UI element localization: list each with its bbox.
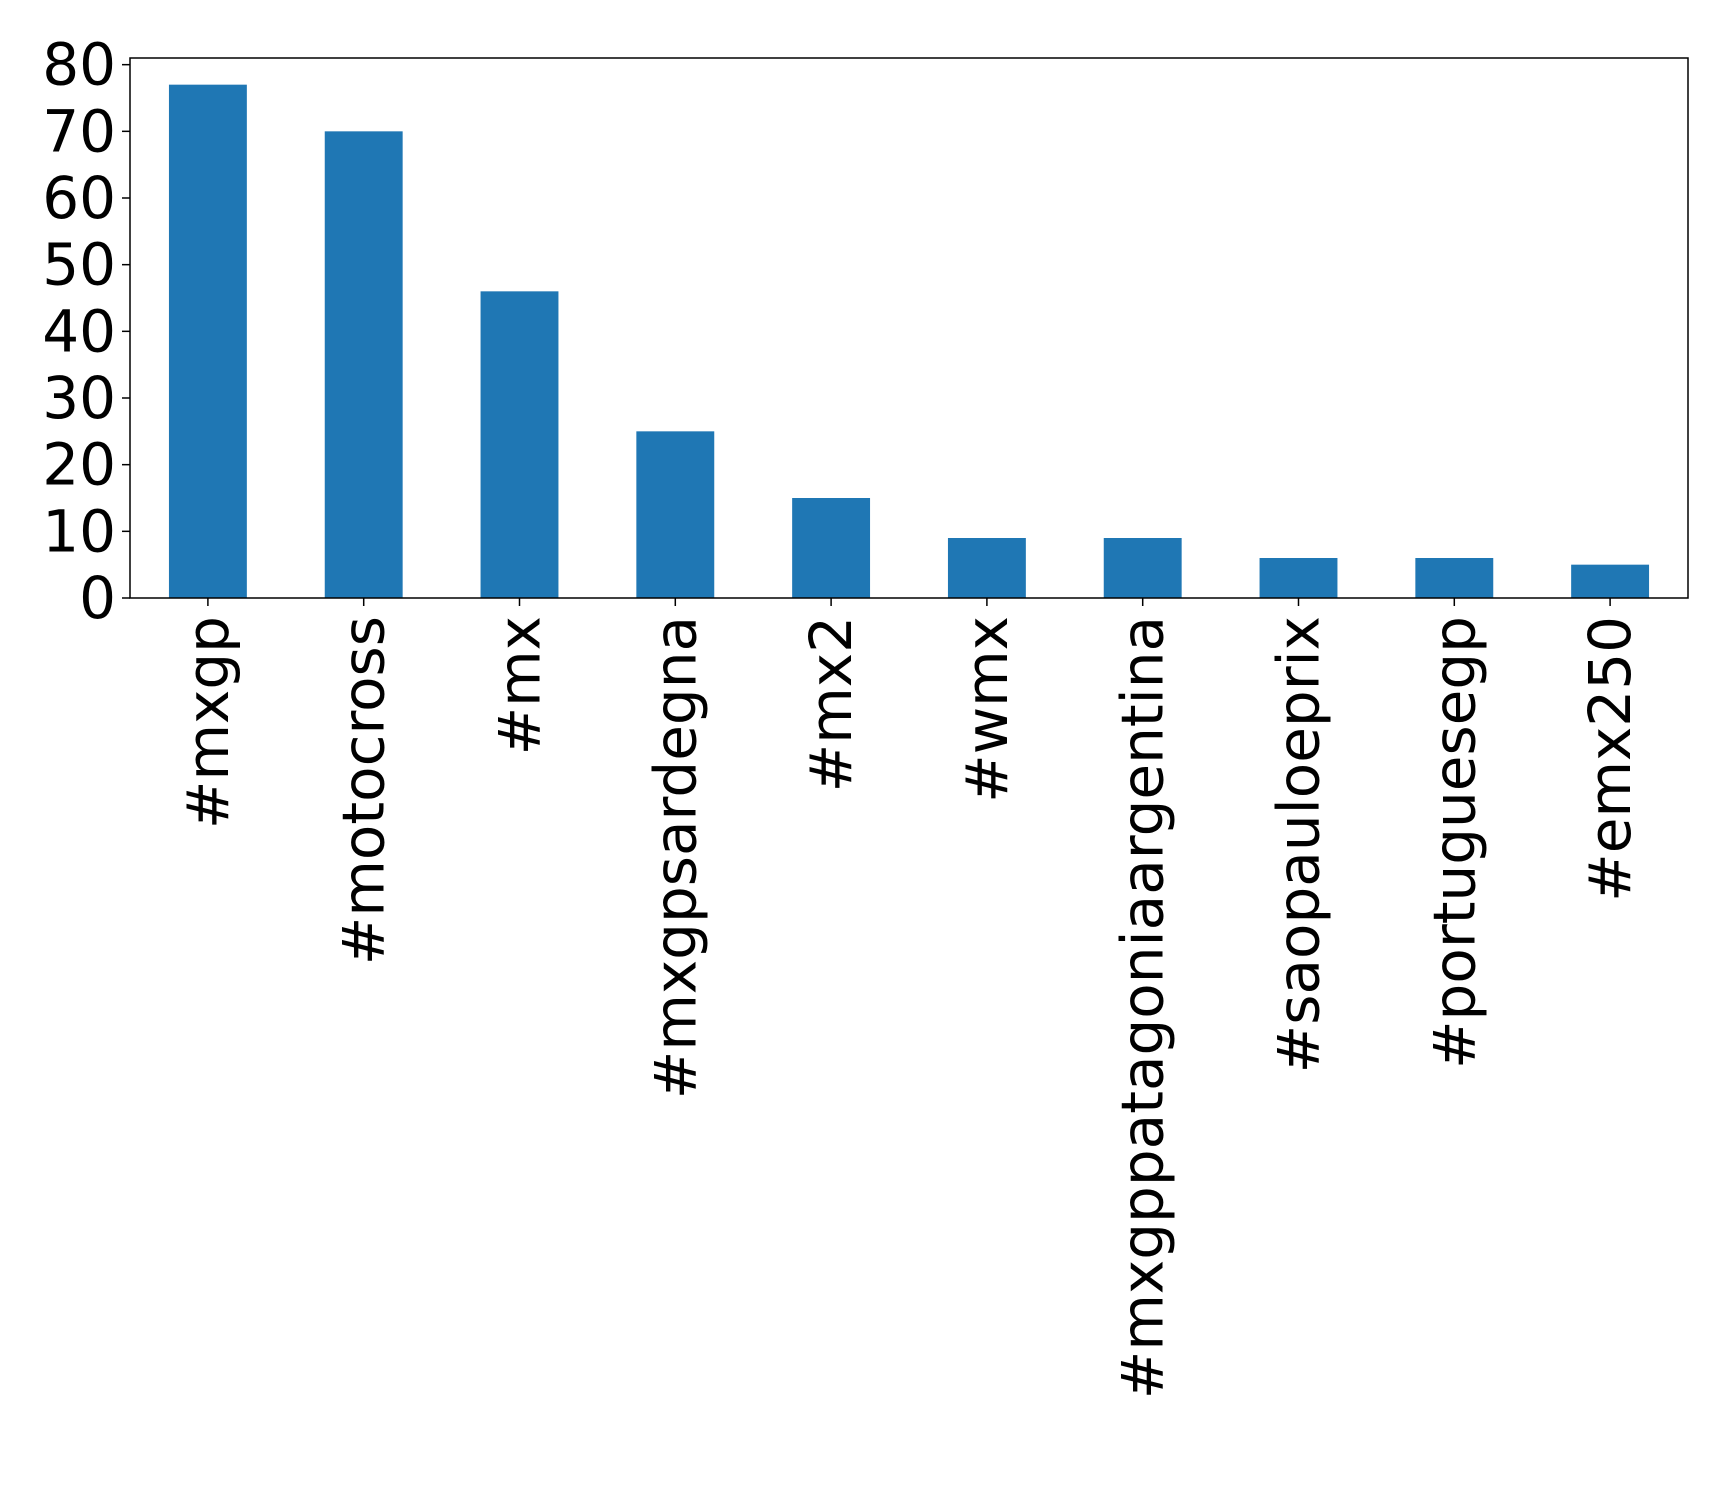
y-tick-label: 40 — [42, 297, 116, 365]
x-tick-label: #mx2 — [797, 616, 865, 792]
bar-saopauloeprix — [1259, 558, 1338, 598]
y-tick-label: 30 — [42, 364, 116, 432]
y-tick-label: 50 — [42, 231, 116, 299]
x-tick-label: #portuguesegp — [1420, 616, 1488, 1069]
bar-motocross — [324, 131, 403, 599]
bar-mxgp — [168, 84, 247, 598]
x-tick-label: #wmx — [953, 616, 1021, 803]
bar-mx2 — [792, 498, 871, 598]
x-tick-label: #mx — [486, 616, 554, 755]
x-axis: #mxgp #motocross #mx #mxgpsardegna #mx2 #wmx #… — [174, 598, 1644, 1399]
x-tick-label: #motocross — [330, 616, 398, 965]
y-tick-label: 80 — [42, 31, 116, 99]
y-tick-label: 20 — [42, 431, 116, 499]
x-tick-label: #mxgppatagoniaargentina — [1109, 616, 1177, 1399]
x-tick-label: #mxgp — [174, 616, 242, 829]
y-tick-label: 60 — [42, 164, 116, 232]
bar-mx — [480, 291, 559, 598]
x-tick-label: #emx250 — [1576, 616, 1644, 902]
bar-portuguesegp — [1415, 558, 1494, 598]
bar-mxgppatagoniaargentina — [1103, 538, 1182, 598]
x-tick-label: #saopauloeprix — [1265, 616, 1333, 1073]
y-tick-label: 0 — [79, 564, 116, 632]
x-tick-label: #mxgpsardegna — [641, 616, 709, 1099]
y-tick-label: 10 — [42, 497, 116, 565]
bar-emx250 — [1571, 564, 1650, 598]
bar-wmx — [947, 538, 1026, 598]
y-tick-label: 70 — [42, 97, 116, 165]
bars-group — [168, 84, 1650, 599]
bar-mxgpsardegna — [636, 431, 715, 598]
plot-frame — [129, 57, 1689, 599]
